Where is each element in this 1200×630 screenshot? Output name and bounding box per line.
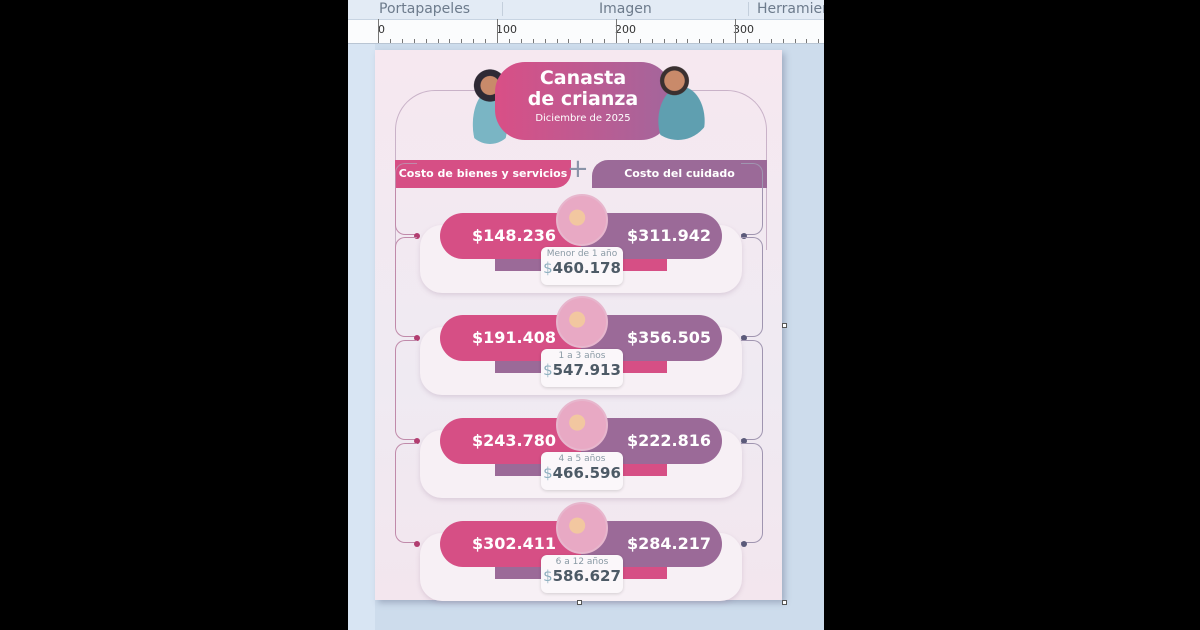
ruler-tick [746,39,748,43]
children-illustration [556,502,608,554]
ruler-tick [378,19,379,43]
age-row: $243.780 $222.816 4 a 5 años $466.596 [375,340,782,508]
age-row: $191.408 $356.505 1 a 3 años $547.913 [375,237,782,405]
connector-dot-right [741,541,747,547]
age-group: Menor de 1 año [546,249,618,259]
header-care: Costo del cuidado [592,160,767,188]
ruler-tick [639,39,641,43]
ruler-tick [782,39,784,43]
paint-window: Portapapeles Imagen Herramientas 0 100 2… [348,0,824,630]
ruler-tick [770,39,772,43]
connector-dot-right [741,335,747,341]
ruler-tick [497,19,498,43]
vertical-ruler [348,44,375,630]
resize-handle-bottom[interactable] [577,600,582,605]
ruler-tick [604,39,606,43]
connector-dot-left [414,541,420,547]
ruler-tick [758,39,760,43]
ruler-tick [616,19,617,43]
connector-line-left [395,163,417,235]
connector-dot-right [741,233,747,239]
age-group: 4 a 5 años [558,454,606,464]
ribbon-group-labels: Portapapeles Imagen Herramientas [348,0,824,20]
ruler-tick [556,39,558,43]
children-illustration [556,194,608,246]
ribbon-group-tools[interactable]: Herramientas [757,1,824,17]
connector-line-left [395,237,417,337]
ruler-tick [687,39,689,43]
connector-dot-left [414,335,420,341]
ruler-label: 300 [733,23,754,36]
children-illustration [556,399,608,451]
total-label: 4 a 5 años $466.596 [541,452,623,490]
ruler-tick [425,39,427,43]
ruler-tick [735,19,736,43]
connector-line-right [741,443,763,543]
connector-dot-left [414,233,420,239]
ruler-tick [663,39,665,43]
ruler-tick [711,39,713,43]
ruler-tick [532,39,534,43]
total-label: Menor de 1 año $460.178 [541,247,623,285]
connector-line-left [395,340,417,440]
total-label: 6 a 12 años $586.627 [541,555,623,593]
ruler-tick [723,39,725,43]
connector-dot-left [414,438,420,444]
ruler-tick [627,39,629,43]
ruler-tick [651,39,653,43]
ribbon-group-clipboard[interactable]: Portapapeles [379,1,471,17]
ruler-tick [580,39,582,43]
children-illustration [556,296,608,348]
ruler-tick [544,39,546,43]
resize-handle-corner[interactable] [782,600,787,605]
ruler-tick [568,39,570,43]
total-label: 1 a 3 años $547.913 [541,349,623,387]
connector-line-right [741,163,763,235]
total-cost: $547.913 [543,361,621,379]
ruler-tick [806,39,808,43]
divider [748,2,749,16]
divider [502,2,503,16]
title-banner: Canasta de crianza Diciembre de 2025 [495,62,671,140]
ruler-tick [389,39,391,43]
horizontal-ruler: 0 100 200 300 [348,19,824,44]
ruler-tick [461,39,463,43]
ruler-tick [818,39,820,43]
ruler-tick [401,39,403,43]
ruler-tick [699,39,701,43]
plus-icon: + [567,154,589,184]
age-row: $302.411 $284.217 6 a 12 años $586.627 [375,443,782,611]
subtitle-date: Diciembre de 2025 [535,113,631,124]
ruler-label: 200 [615,23,636,36]
age-group: 1 a 3 años [558,351,606,361]
resize-handle-right[interactable] [782,323,787,328]
ruler-label: 100 [496,23,517,36]
age-row: $148.236 $311.942 Menor de 1 año $460.17… [375,163,782,303]
ribbon-group-image[interactable]: Imagen [599,1,652,17]
header-goods-services: Costo de bienes y servicios [395,160,571,188]
ruler-label: 0 [378,23,385,36]
connector-dot-right [741,438,747,444]
ruler-tick [675,39,677,43]
connector-line-right [741,237,763,337]
father-illustration [643,64,713,140]
ruler-tick [592,39,594,43]
age-group: 6 a 12 años [555,557,609,567]
connector-line-right [741,340,763,440]
canvas-image[interactable]: Canasta de crianza Diciembre de 2025 Cost… [375,50,782,601]
ruler-tick [413,39,415,43]
connector-line-left [395,443,417,543]
total-cost: $460.178 [543,259,621,277]
ruler-tick [473,39,475,43]
total-cost: $586.627 [543,567,621,585]
ruler-tick [485,39,487,43]
ruler-tick [449,39,451,43]
ruler-tick [520,39,522,43]
title: Canasta de crianza [527,67,639,110]
ruler-tick [508,39,510,43]
ruler-tick [794,39,796,43]
total-cost: $466.596 [543,464,621,482]
ruler-tick [437,39,439,43]
